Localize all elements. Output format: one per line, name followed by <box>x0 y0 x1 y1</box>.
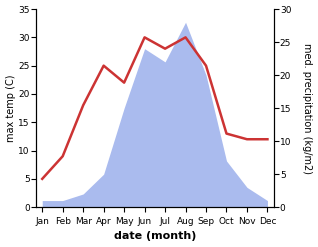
Y-axis label: max temp (C): max temp (C) <box>5 74 16 142</box>
Y-axis label: med. precipitation (kg/m2): med. precipitation (kg/m2) <box>302 43 313 174</box>
X-axis label: date (month): date (month) <box>114 231 196 242</box>
